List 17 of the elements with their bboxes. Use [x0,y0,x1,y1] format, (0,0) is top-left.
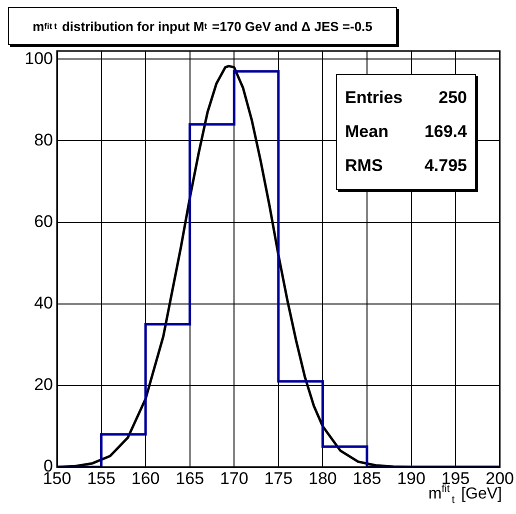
y-tick-label: 80 [34,130,53,150]
x-tick-label: 190 [397,468,426,488]
x-tick-label: 165 [176,468,204,488]
x-tick-label: 180 [308,468,337,488]
x-tick-label: 185 [352,468,382,488]
x-tick-label: 155 [87,468,116,488]
x-tick-label: 170 [220,468,248,488]
annotation: RMS 4.795 [345,155,467,177]
y-tick-label: 40 [34,294,53,313]
annotation: Entries 250 [345,87,467,109]
annotation: Mean 169.4 [345,121,467,143]
y-tick-label: 60 [34,212,53,231]
x-tick-label: 160 [131,468,160,488]
y-tick-label: 20 [34,375,53,394]
y-tick-label: 100 [24,48,53,68]
x-tick-label: 200 [486,468,514,488]
x-tick-label: 175 [264,468,293,488]
